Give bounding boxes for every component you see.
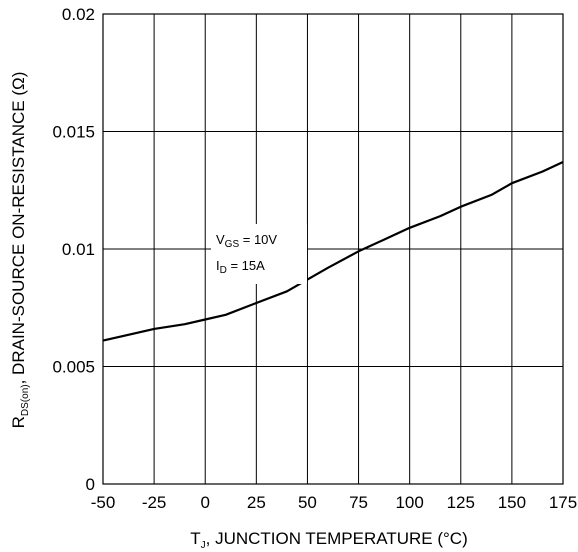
annotation-vgs-sub: GS [225, 239, 240, 250]
annotation-id-sub: D [220, 265, 227, 276]
x-tick-label: 0 [200, 493, 209, 512]
x-tick-label: 150 [498, 493, 526, 512]
x-tick-labels: -50 -25 0 25 50 75 100 125 150 175 [91, 493, 577, 512]
plot-frame [102, 13, 564, 485]
y-tick-label: 0.005 [52, 358, 95, 377]
x-axis-title: TJ, JUNCTION TEMPERATURE (°C) [190, 529, 468, 551]
annotation-vgs-rest: = 10V [239, 232, 277, 247]
x-tick-label: -25 [142, 493, 167, 512]
annotation-id-rest: = 15A [227, 258, 265, 273]
annotation-id: ID = 15A [216, 258, 265, 276]
y-axis-title-main: R [9, 416, 28, 428]
x-tick-label: -50 [91, 493, 116, 512]
x-tick-label: 25 [247, 493, 266, 512]
y-axis-title: RDS(on), DRAIN-SOURCE ON-RESISTANCE (Ω) [9, 72, 31, 429]
annotation-bg [211, 224, 307, 284]
series-group [102, 161, 564, 342]
grid [103, 14, 563, 484]
x-tick-label: 100 [395, 493, 423, 512]
x-tick-label: 75 [349, 493, 368, 512]
annotation-vgs: VGS = 10V [216, 232, 277, 250]
y-axis-title-rest: , DRAIN-SOURCE ON-RESISTANCE (Ω) [9, 72, 28, 385]
series-line [102, 161, 564, 342]
y-tick-label: 0.015 [52, 123, 95, 142]
y-axis-title-sub: DS(on) [20, 384, 31, 416]
y-tick-label: 0 [86, 475, 95, 494]
annotation-id-main: I [216, 258, 220, 273]
annotation-box: VGS = 10V ID = 15A [211, 224, 307, 284]
y-tick-label: 0.02 [62, 5, 95, 24]
y-tick-label: 0.01 [62, 240, 95, 259]
plot-border [102, 13, 564, 485]
x-axis-title-rest: , JUNCTION TEMPERATURE (°C) [206, 529, 468, 548]
y-tick-labels: 0 0.005 0.01 0.015 0.02 [52, 5, 95, 494]
x-tick-label: 175 [549, 493, 577, 512]
x-tick-label: 125 [447, 493, 475, 512]
x-axis-title-main: T [190, 529, 200, 548]
x-tick-label: 50 [298, 493, 317, 512]
x-axis-title-sub: J [201, 540, 206, 551]
annotation-vgs-main: V [216, 232, 225, 247]
